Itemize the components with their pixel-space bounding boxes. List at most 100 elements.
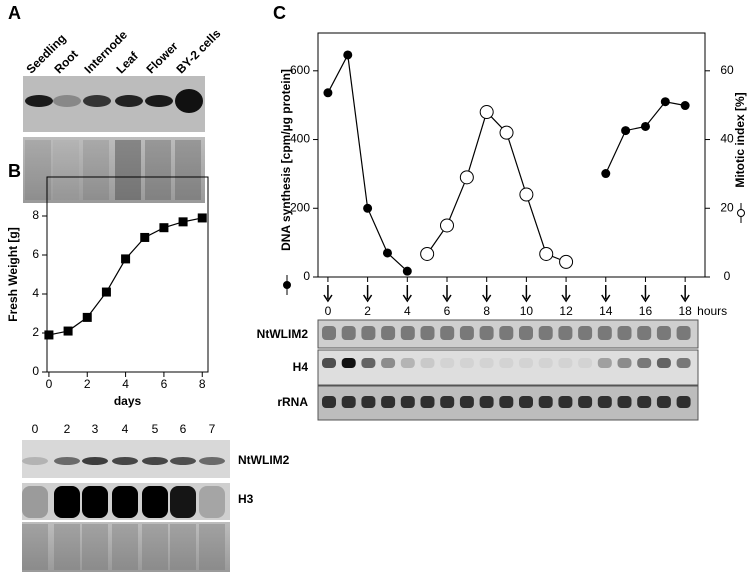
- band: [459, 326, 474, 340]
- lane-label: BY-2 cells: [173, 26, 223, 76]
- blot: [23, 76, 205, 132]
- lane: [112, 524, 138, 570]
- band: [519, 358, 533, 368]
- band: [637, 396, 652, 408]
- blot: [317, 349, 699, 386]
- band: [400, 358, 415, 368]
- marker: [420, 246, 435, 261]
- band: [115, 95, 143, 107]
- band: [82, 457, 108, 465]
- y-tick-label: 0: [32, 364, 39, 378]
- marker: [640, 121, 650, 131]
- band: [381, 358, 396, 368]
- lane-label: 6: [180, 422, 187, 436]
- arrow-head: [323, 294, 333, 303]
- marker: [363, 203, 373, 213]
- y-axis-title: DNA synthesis [cpm/µg protein]: [279, 69, 293, 251]
- band: [538, 396, 553, 408]
- lane-label: 2: [64, 422, 71, 436]
- lane-label: 3: [92, 422, 99, 436]
- lane: [54, 524, 80, 570]
- band: [341, 396, 356, 408]
- band: [420, 396, 435, 408]
- marker: [82, 312, 92, 322]
- marker: [101, 287, 111, 297]
- bands: [22, 89, 691, 570]
- band: [170, 457, 196, 465]
- x-tick-label: 4: [404, 304, 411, 318]
- band: [83, 95, 111, 107]
- band: [400, 396, 415, 408]
- marker: [140, 232, 150, 242]
- row-label: NtWLIM2: [257, 327, 309, 341]
- band: [341, 358, 356, 368]
- band: [112, 457, 138, 465]
- arrow-head: [442, 294, 452, 303]
- x-tick-label: 16: [639, 304, 653, 318]
- lane: [22, 524, 48, 570]
- x-tick-label: 8: [199, 377, 206, 391]
- band: [53, 95, 81, 107]
- band: [519, 326, 533, 340]
- band: [361, 326, 376, 340]
- plot-frame: [46, 176, 209, 373]
- band: [578, 396, 593, 408]
- row-label: rRNA: [277, 395, 308, 409]
- band: [322, 326, 336, 340]
- band: [597, 396, 612, 408]
- marker: [499, 125, 514, 140]
- marker: [559, 254, 574, 269]
- band: [479, 358, 494, 368]
- band: [617, 396, 632, 408]
- blot: [23, 137, 205, 203]
- band: [145, 95, 173, 107]
- y2-tick-label: 20: [720, 200, 734, 214]
- lane-label: Flower: [143, 39, 180, 76]
- band: [440, 358, 455, 368]
- band: [54, 457, 80, 465]
- y2-tick-label: 0: [724, 269, 731, 283]
- x-tick-label: 0: [46, 377, 53, 391]
- band: [499, 358, 514, 368]
- band: [459, 358, 474, 368]
- band: [499, 326, 514, 340]
- y-axis-title: Fresh Weight [g]: [6, 227, 20, 321]
- y-tick-label: 4: [32, 286, 39, 300]
- series-line: [327, 53, 686, 272]
- band: [22, 486, 48, 518]
- band: [175, 89, 203, 113]
- y-tick-label: 2: [32, 325, 39, 339]
- marker: [601, 169, 611, 179]
- y-tick-label: 0: [303, 269, 310, 283]
- marker: [382, 248, 392, 258]
- x-axis-unit: hours: [697, 304, 727, 318]
- row-label: H4: [293, 360, 309, 374]
- y2-tick-label: 40: [720, 132, 734, 146]
- row-label: H3: [238, 492, 254, 506]
- band: [676, 326, 691, 340]
- band: [25, 95, 53, 107]
- series-line: [426, 110, 567, 263]
- y-tick-label: 400: [290, 132, 310, 146]
- x-tick-label: 2: [84, 377, 91, 391]
- band: [440, 396, 455, 408]
- band: [656, 326, 671, 340]
- band: [558, 326, 573, 340]
- arrow-head: [640, 294, 651, 303]
- row-label: NtWLIM2: [238, 453, 290, 467]
- marker: [539, 246, 554, 261]
- band: [538, 358, 553, 368]
- x-tick-label: 6: [444, 304, 451, 318]
- band: [519, 396, 533, 408]
- y-tick-label: 600: [290, 63, 310, 77]
- lane: [170, 524, 196, 570]
- band: [142, 486, 168, 518]
- band: [112, 486, 138, 518]
- lane: [145, 140, 171, 200]
- band: [656, 358, 671, 368]
- band: [82, 486, 108, 518]
- y-tick-label: 200: [290, 200, 310, 214]
- legend-marker: [283, 281, 291, 289]
- band: [597, 358, 612, 368]
- arrow-head: [680, 294, 690, 303]
